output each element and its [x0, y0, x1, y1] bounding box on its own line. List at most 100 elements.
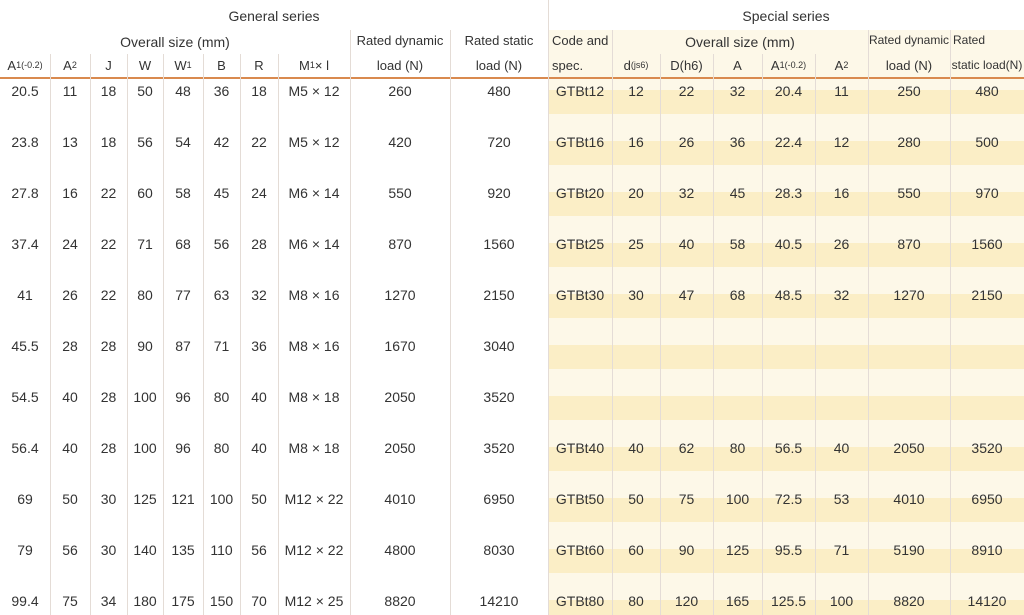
- cell: 12: [833, 134, 850, 150]
- cell: 1670: [384, 338, 416, 354]
- column-rule: [350, 30, 351, 615]
- cell: 28: [251, 236, 267, 252]
- cell: 28: [100, 440, 117, 456]
- column-rule: [240, 54, 241, 615]
- column-header: B: [203, 53, 240, 77]
- cell: 26: [833, 236, 850, 252]
- column-header: A 1 (-0.2): [0, 53, 50, 77]
- cell: 16: [833, 185, 850, 201]
- cell: 36: [729, 134, 746, 150]
- cell: 75: [678, 491, 695, 507]
- column-header: A 1 (-0.2): [762, 53, 815, 77]
- header-line: static load(N): [951, 58, 1023, 72]
- column-rule: [548, 0, 549, 30]
- row-stripe: [548, 549, 1024, 573]
- cell: GTBt40: [555, 440, 605, 456]
- special-series-title: Special series: [742, 8, 830, 24]
- header-main: d: [623, 57, 631, 73]
- header-main: A: [770, 57, 780, 73]
- cell: 18: [251, 83, 267, 99]
- cell: 110: [210, 542, 233, 558]
- column-rule: [127, 54, 128, 615]
- cell: 175: [171, 593, 195, 609]
- cell: 920: [487, 185, 511, 201]
- cell: 34: [100, 593, 117, 609]
- cell: 56: [62, 542, 78, 558]
- cell: 27.8: [11, 185, 39, 201]
- cell: 8910: [971, 542, 1003, 558]
- cell: 11: [834, 83, 849, 99]
- cell: 100: [829, 593, 854, 609]
- row-stripe: [548, 498, 1024, 522]
- column-rule: [203, 54, 204, 615]
- cell: 22: [678, 83, 695, 99]
- header-main: B: [217, 57, 226, 73]
- cell: 14120: [967, 593, 1007, 609]
- cell: 71: [833, 542, 850, 558]
- header-note: (h6): [679, 57, 703, 73]
- column-rule: [50, 54, 51, 615]
- cell: 28: [62, 338, 78, 354]
- special-size-header: Overall size (mm): [685, 34, 795, 50]
- cell: M12 × 22: [284, 491, 344, 507]
- header-sub: 1: [779, 60, 785, 70]
- special-background: [548, 30, 1024, 615]
- cell: 96: [175, 440, 191, 456]
- cell: 1270: [893, 287, 925, 303]
- cell: 20.4: [774, 83, 803, 99]
- cell: 16: [62, 185, 78, 201]
- header-main: W: [138, 57, 152, 73]
- header-line: load (N): [475, 57, 523, 73]
- cell: 69: [17, 491, 33, 507]
- cell: 140: [133, 542, 157, 558]
- row-stripe: [548, 294, 1024, 318]
- cell: GTBt20: [555, 185, 605, 201]
- cell: 56.5: [774, 440, 803, 456]
- cell: 62: [678, 440, 695, 456]
- cell: 77: [175, 287, 191, 303]
- column-header: D (h6): [660, 53, 713, 77]
- cell: M8 × 16: [288, 287, 340, 303]
- cell: 71: [213, 338, 230, 354]
- cell: 80: [628, 593, 644, 609]
- cell: 4800: [384, 542, 416, 558]
- cell: 96: [175, 389, 191, 405]
- row-stripe: [548, 90, 1024, 114]
- column-rule: [548, 30, 549, 615]
- column-rule: [450, 30, 451, 615]
- cell: 80: [213, 389, 230, 405]
- cell: 95.5: [774, 542, 803, 558]
- cell: 24: [251, 185, 267, 201]
- cell: 870: [897, 236, 921, 252]
- header-main: M: [299, 57, 310, 73]
- cell: 47: [678, 287, 695, 303]
- column-rule: [713, 54, 714, 615]
- cell: 100: [209, 491, 234, 507]
- cell: 5190: [893, 542, 925, 558]
- cell: 30: [628, 287, 644, 303]
- cell: 500: [975, 134, 999, 150]
- cell: GTBt16: [555, 134, 605, 150]
- header-line: load (N): [376, 57, 424, 73]
- cell: 3520: [483, 440, 515, 456]
- cell: 280: [897, 134, 921, 150]
- cell: 87: [175, 338, 191, 354]
- column-rule: [90, 54, 91, 615]
- cell: 50: [137, 83, 153, 99]
- cell: 18: [100, 83, 117, 99]
- cell: 22: [100, 185, 117, 201]
- cell: 550: [388, 185, 412, 201]
- header-rule: [0, 77, 1024, 79]
- cell: 121: [171, 491, 195, 507]
- cell: 50: [628, 491, 644, 507]
- cell: 22.4: [774, 134, 803, 150]
- cell: 50: [62, 491, 78, 507]
- cell: 40: [628, 440, 644, 456]
- header-main: A: [834, 57, 844, 73]
- cell: M12 × 25: [284, 593, 344, 609]
- column-rule: [762, 54, 763, 615]
- cell: 480: [487, 83, 511, 99]
- cell: 100: [133, 389, 157, 405]
- cell: 22: [100, 287, 117, 303]
- cell: 260: [388, 83, 412, 99]
